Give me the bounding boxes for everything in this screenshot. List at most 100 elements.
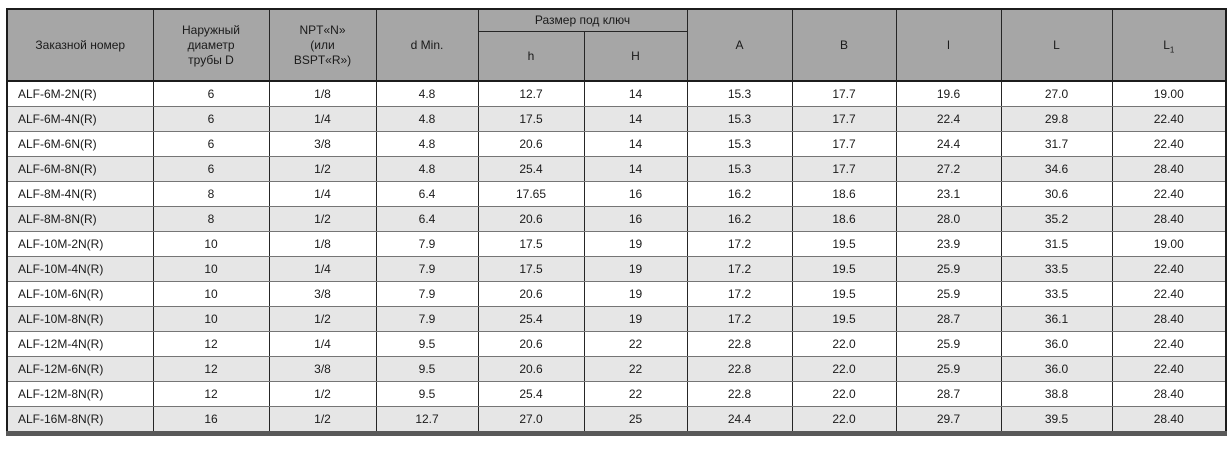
table-cell: 16: [583, 181, 688, 207]
table-cell: 22.0: [791, 356, 897, 382]
table-cell: 10: [152, 256, 270, 282]
table-cell: 22.40: [1111, 281, 1227, 307]
table-cell: 19.5: [791, 281, 897, 307]
header-line: BSPT«R»): [293, 52, 352, 67]
table-cell: 25: [583, 406, 688, 434]
table-cell: 25.9: [895, 331, 1002, 357]
header-h-lower: h: [477, 31, 585, 81]
table-cell: 19.5: [791, 306, 897, 332]
table-cell: 27.0: [477, 406, 585, 434]
table-cell: 22.40: [1111, 181, 1227, 207]
table-header: Заказной номер Наружный диаметр трубы D …: [6, 9, 1227, 81]
table-cell: 38.8: [1000, 381, 1113, 407]
table-row: ALF-10M-4N(R) 10 1/4 7.9 17.5 19 17.2 19.5 25.9 3…: [6, 256, 1227, 282]
table-cell: 6.4: [375, 181, 479, 207]
table-cell: 19: [583, 256, 688, 282]
table-cell: 17.7: [791, 131, 897, 157]
table-cell: 20.6: [477, 131, 585, 157]
table-row: ALF-8M-4N(R) 8 1/4 6.4 17.65 16 16.2 18.6 23.1 30…: [6, 181, 1227, 207]
table-cell: 28.40: [1111, 206, 1227, 232]
table-cell: 29.7: [895, 406, 1002, 434]
table-cell: 19: [583, 231, 688, 257]
table-cell: 6: [152, 106, 270, 132]
table-cell: 15.3: [686, 106, 793, 132]
table-cell: 19: [583, 306, 688, 332]
table-cell: 22: [583, 331, 688, 357]
table-cell: 1/4: [268, 256, 377, 282]
table-cell: 22: [583, 381, 688, 407]
table-cell: 3/8: [268, 131, 377, 157]
header-line: NPT«N»: [299, 22, 346, 37]
table-cell: 30.6: [1000, 181, 1113, 207]
header-line: (или: [310, 37, 335, 52]
table-row: ALF-6M-2N(R) 6 1/8 4.8 12.7 14 15.3 17.7 19.6 27.…: [6, 80, 1227, 107]
table-cell: 6: [152, 156, 270, 182]
page: Заказной номер Наружный диаметр трубы D …: [6, 8, 1228, 436]
table-cell: 8: [152, 181, 270, 207]
table-cell: 25.9: [895, 281, 1002, 307]
cell-order-number: ALF-8M-4N(R): [6, 181, 154, 207]
table-cell: 17.5: [477, 106, 585, 132]
table-row: ALF-10M-8N(R) 10 1/2 7.9 25.4 19 17.2 19.5 28.7 3…: [6, 306, 1227, 332]
table-cell: 25.4: [477, 156, 585, 182]
table-cell: 22.40: [1111, 356, 1227, 382]
table-cell: 9.5: [375, 381, 479, 407]
table-cell: 25.4: [477, 306, 585, 332]
table-cell: 7.9: [375, 281, 479, 307]
table-cell: 10: [152, 306, 270, 332]
table-cell: 28.7: [895, 306, 1002, 332]
table-cell: 33.5: [1000, 281, 1113, 307]
table-cell: 17.2: [686, 256, 793, 282]
cell-order-number: ALF-6M-4N(R): [6, 106, 154, 132]
table-cell: 36.1: [1000, 306, 1113, 332]
table-row: ALF-6M-8N(R) 6 1/2 4.8 25.4 14 15.3 17.7 27.2 34.…: [6, 156, 1227, 182]
header-d-min: d Min.: [375, 9, 479, 81]
table-cell: 28.7: [895, 381, 1002, 407]
table-row: ALF-12M-8N(R) 12 1/2 9.5 25.4 22 22.8 22.0 28.7 3…: [6, 381, 1227, 407]
cell-order-number: ALF-10M-4N(R): [6, 256, 154, 282]
table-cell: 7.9: [375, 306, 479, 332]
table-cell: 25.4: [477, 381, 585, 407]
table-cell: 9.5: [375, 331, 479, 357]
cell-order-number: ALF-8M-8N(R): [6, 206, 154, 232]
header-line: трубы D: [188, 52, 234, 67]
table-cell: 1/8: [268, 80, 377, 107]
table-cell: 28.0: [895, 206, 1002, 232]
table-cell: 1/2: [268, 206, 377, 232]
header-l-lower: l: [895, 9, 1002, 81]
header-wrench-size-group: Размер под ключ: [477, 9, 688, 32]
table-cell: 28.40: [1111, 381, 1227, 407]
table-cell: 22.0: [791, 381, 897, 407]
table-cell: 28.40: [1111, 156, 1227, 182]
table-cell: 24.4: [895, 131, 1002, 157]
table-cell: 17.5: [477, 256, 585, 282]
table-cell: 29.8: [1000, 106, 1113, 132]
table-cell: 6: [152, 80, 270, 107]
header-h-upper: H: [583, 31, 688, 81]
table-cell: 22.40: [1111, 106, 1227, 132]
table-cell: 6.4: [375, 206, 479, 232]
table-cell: 22.40: [1111, 256, 1227, 282]
spec-table: Заказной номер Наружный диаметр трубы D …: [6, 8, 1228, 436]
table-cell: 18.6: [791, 181, 897, 207]
table-row: ALF-6M-6N(R) 6 3/8 4.8 20.6 14 15.3 17.7 24.4 31.…: [6, 131, 1227, 157]
cell-order-number: ALF-10M-2N(R): [6, 231, 154, 257]
table-cell: 19.5: [791, 256, 897, 282]
table-row: ALF-10M-6N(R) 10 3/8 7.9 20.6 19 17.2 19.5 25.9 3…: [6, 281, 1227, 307]
table-cell: 16: [152, 406, 270, 434]
table-row: ALF-6M-4N(R) 6 1/4 4.8 17.5 14 15.3 17.7 22.4 29.…: [6, 106, 1227, 132]
table-cell: 10: [152, 231, 270, 257]
table-cell: 17.65: [477, 181, 585, 207]
table-cell: 27.0: [1000, 80, 1113, 107]
table-cell: 24.4: [686, 406, 793, 434]
table-cell: 19.5: [791, 231, 897, 257]
header-npt-bspt: NPT«N» (или BSPT«R»): [268, 9, 377, 81]
table-cell: 1/4: [268, 181, 377, 207]
table-cell: 12: [152, 381, 270, 407]
table-cell: 28.40: [1111, 406, 1227, 434]
table-cell: 31.7: [1000, 131, 1113, 157]
table-cell: 17.7: [791, 156, 897, 182]
table-cell: 35.2: [1000, 206, 1113, 232]
header-line: диаметр: [187, 37, 235, 52]
table-cell: 14: [583, 156, 688, 182]
